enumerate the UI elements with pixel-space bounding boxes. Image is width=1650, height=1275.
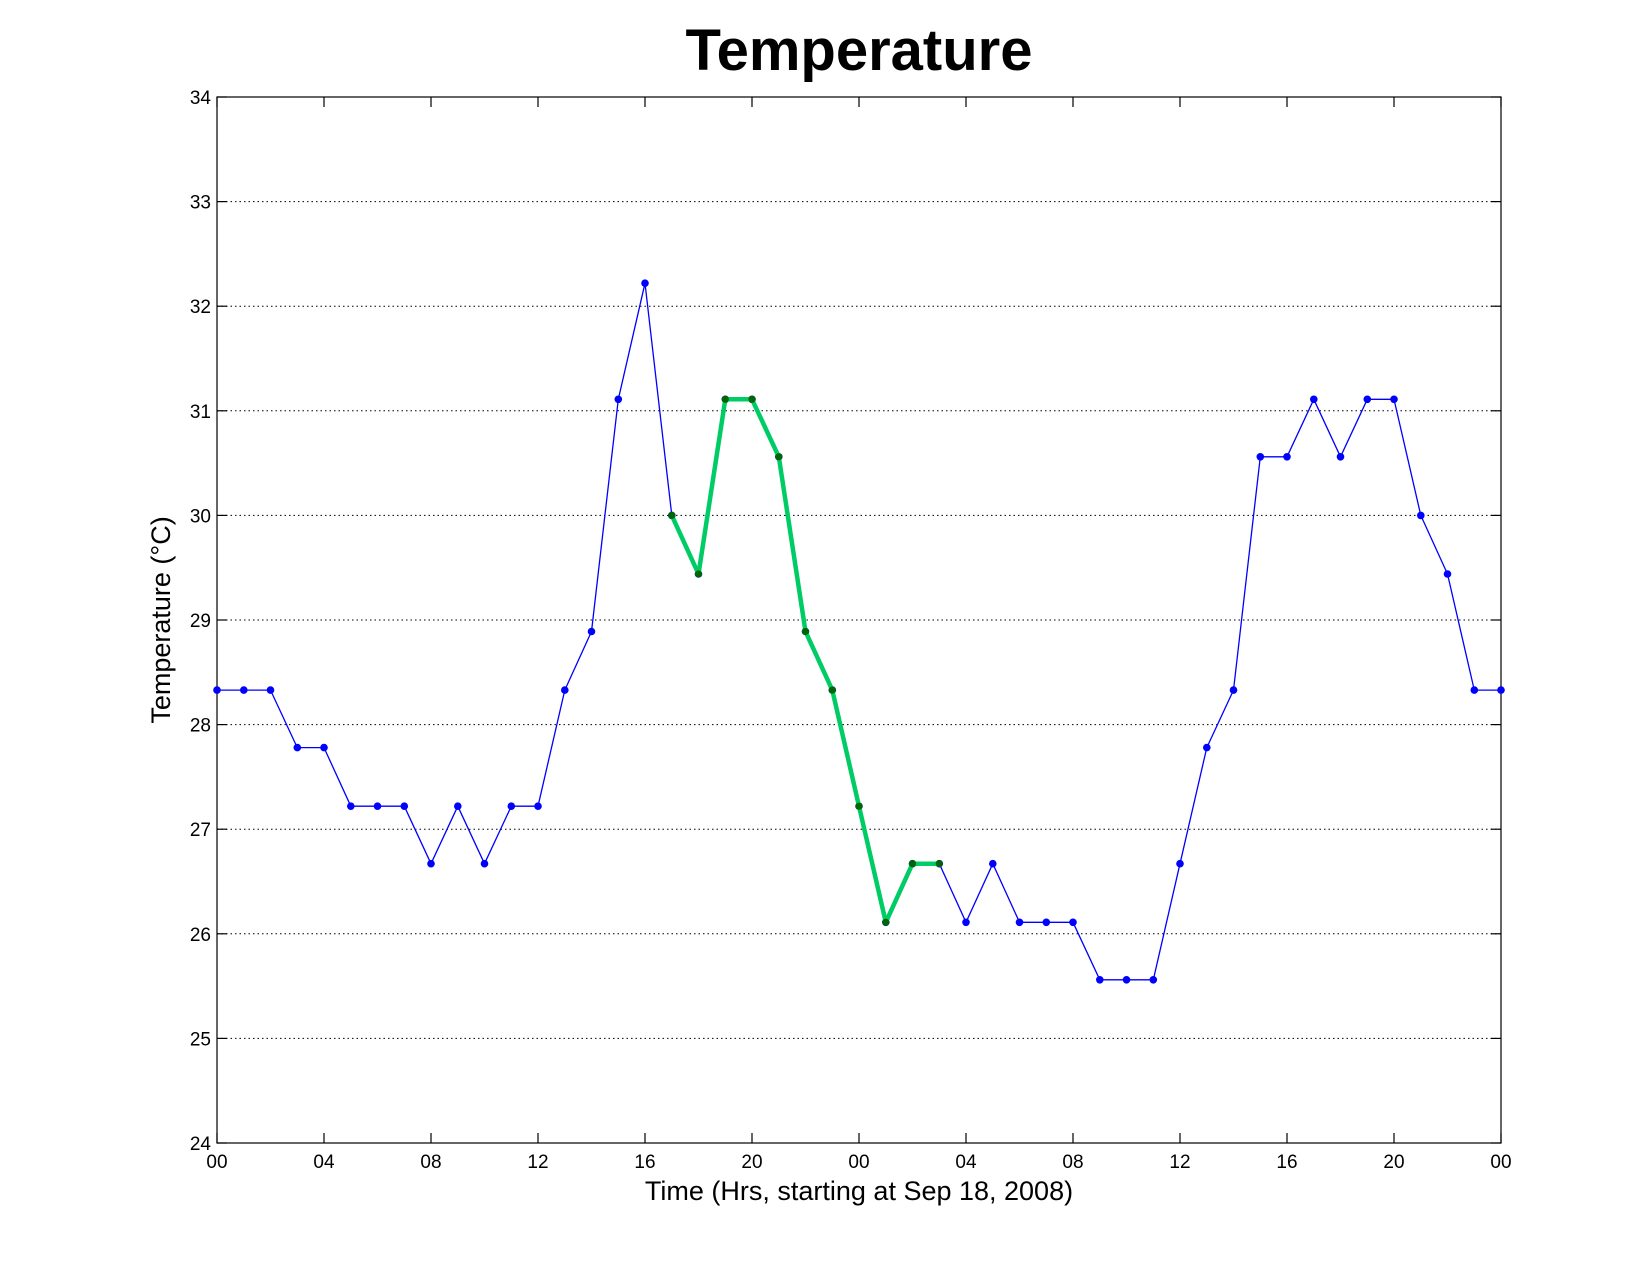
data-point <box>1497 686 1505 694</box>
data-point <box>400 802 409 810</box>
highlight-data-point <box>775 453 783 461</box>
highlight-data-point <box>721 395 729 403</box>
x-tick-label: 12 <box>1169 1152 1190 1173</box>
data-point <box>213 686 221 694</box>
data-point <box>240 686 248 694</box>
data-point <box>293 743 302 752</box>
y-tick-label: 27 <box>190 820 211 841</box>
y-tick-label: 28 <box>190 716 211 737</box>
y-tick-label: 26 <box>190 925 211 946</box>
y-tick-label: 32 <box>190 297 211 318</box>
x-tick-label: 00 <box>1490 1152 1511 1173</box>
data-point <box>1042 918 1051 927</box>
data-point <box>427 859 435 868</box>
x-tick-label: 12 <box>527 1152 548 1173</box>
data-point <box>1096 976 1104 984</box>
y-tick-label: 30 <box>190 506 211 527</box>
data-point <box>1122 976 1131 984</box>
data-point <box>962 918 970 927</box>
highlight-data-point <box>668 511 676 519</box>
data-point <box>534 802 542 810</box>
data-point <box>373 802 382 810</box>
data-point <box>641 279 649 288</box>
data-point <box>1390 395 1398 404</box>
data-point <box>347 802 355 810</box>
data-point <box>561 686 569 694</box>
data-point <box>1069 918 1077 927</box>
axis-ticks: 24 25 26 27 28 29 30 31 32 33 34 00 04 08 12 16 20 00 04 08… <box>190 88 1512 1173</box>
data-point <box>1310 395 1318 404</box>
data-point <box>1229 686 1238 694</box>
data-point <box>1015 918 1024 927</box>
x-axis-label: Time (Hrs, starting at Sep 18, 2008) <box>645 1176 1073 1206</box>
data-point <box>1336 453 1345 461</box>
grid-lines <box>217 201 1501 1039</box>
data-point <box>587 627 596 636</box>
series-line <box>216 282 1502 981</box>
y-axis-label: Temperature (°C) <box>146 516 176 723</box>
y-tick-label: 24 <box>190 1134 212 1155</box>
plot-frame <box>216 96 1502 1144</box>
y-tick-label: 33 <box>190 193 211 214</box>
data-point <box>480 859 489 868</box>
highlight-data-point <box>855 802 863 810</box>
y-tick-label: 25 <box>190 1029 211 1050</box>
highlight-data-point <box>828 686 836 694</box>
data-point <box>320 743 328 752</box>
highlight-data-point <box>801 627 810 636</box>
x-tick-label: 20 <box>1383 1152 1404 1173</box>
x-tick-label: 00 <box>206 1152 227 1173</box>
x-tick-label: 20 <box>741 1152 762 1173</box>
data-point <box>1443 570 1452 578</box>
data-point <box>1176 859 1184 868</box>
x-tick-label: 16 <box>1276 1152 1297 1173</box>
y-tick-label: 31 <box>190 402 211 423</box>
x-tick-label: 00 <box>848 1152 869 1173</box>
data-point <box>507 802 516 810</box>
highlight-data-point <box>748 395 756 403</box>
data-point <box>1417 511 1425 520</box>
y-tick-label: 29 <box>190 611 211 632</box>
highlight-series-line <box>669 397 942 925</box>
data-point <box>1256 453 1265 461</box>
series-layer <box>213 279 1505 984</box>
data-point <box>1363 395 1372 404</box>
chart-title: Temperature <box>685 18 1032 83</box>
x-tick-label: 08 <box>420 1152 441 1173</box>
data-point <box>1203 743 1211 752</box>
x-tick-label: 04 <box>313 1152 335 1173</box>
data-point <box>266 686 275 694</box>
x-tick-label: 04 <box>955 1152 977 1173</box>
highlight-data-point <box>908 860 917 868</box>
x-tick-label: 08 <box>1062 1152 1083 1173</box>
highlight-data-point <box>694 570 703 578</box>
data-point <box>454 802 462 810</box>
data-point <box>1149 976 1158 984</box>
data-point <box>614 395 623 404</box>
highlight-data-point <box>935 860 943 868</box>
y-tick-label: 34 <box>190 88 212 109</box>
data-point <box>1470 686 1479 694</box>
data-point <box>1283 453 1291 461</box>
highlight-data-point <box>882 918 890 926</box>
x-tick-label: 16 <box>634 1152 655 1173</box>
data-point <box>989 859 997 868</box>
